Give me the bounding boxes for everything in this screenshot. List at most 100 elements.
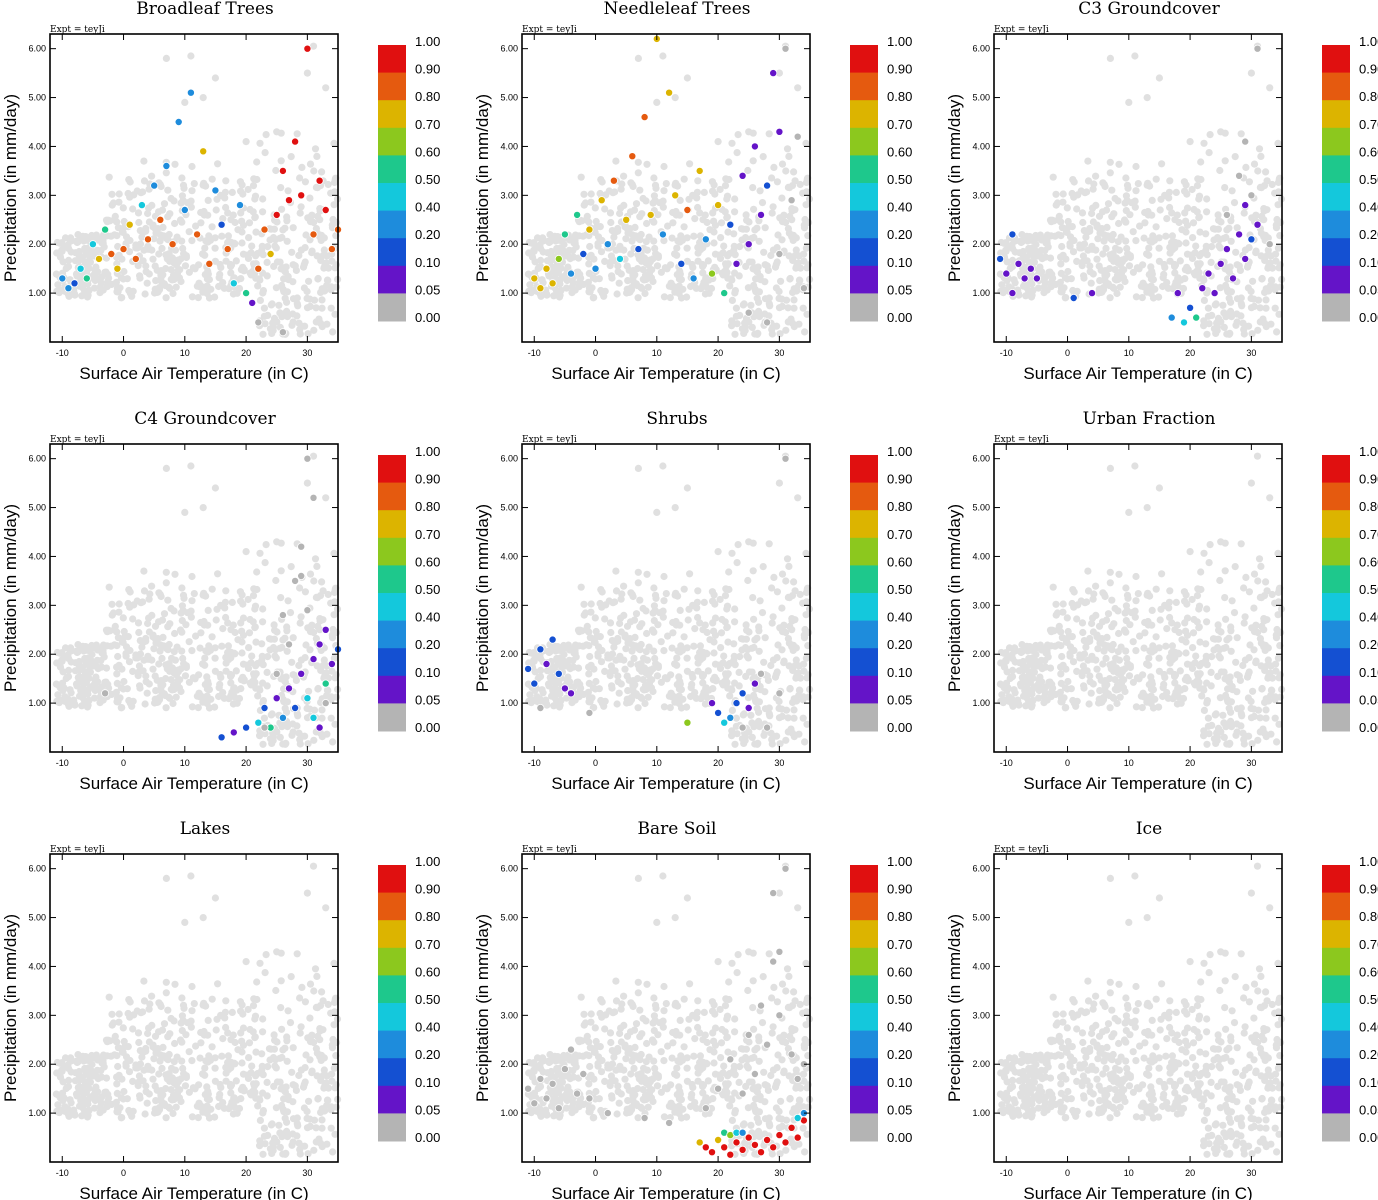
background-point xyxy=(1257,562,1265,571)
background-point xyxy=(197,692,205,701)
background-point xyxy=(526,281,534,289)
background-point xyxy=(593,223,601,231)
background-point xyxy=(226,670,234,679)
colorbar-label: 0.50 xyxy=(1359,172,1378,187)
background-point xyxy=(301,244,309,252)
background-point xyxy=(1115,570,1123,578)
background-point xyxy=(699,269,707,277)
data-point xyxy=(284,196,293,205)
colorbar-swatch xyxy=(1322,155,1350,184)
background-point xyxy=(730,230,738,238)
background-point xyxy=(748,644,756,652)
background-point xyxy=(1172,598,1180,607)
background-point xyxy=(624,687,632,695)
background-point xyxy=(775,479,784,487)
background-point xyxy=(1232,248,1240,256)
data-point xyxy=(1198,284,1207,293)
background-point xyxy=(1186,138,1194,146)
background-point xyxy=(1158,160,1166,168)
background-point xyxy=(329,215,337,224)
background-point xyxy=(584,688,593,696)
background-point xyxy=(1221,567,1229,575)
background-point xyxy=(1081,599,1089,607)
background-point xyxy=(1004,243,1012,252)
background-point xyxy=(1148,267,1156,275)
background-point xyxy=(229,621,237,629)
background-point xyxy=(1011,248,1019,256)
background-point xyxy=(197,618,205,627)
plot-frame xyxy=(521,33,811,343)
background-point xyxy=(1221,184,1229,192)
background-point xyxy=(598,646,606,655)
background-point xyxy=(1209,225,1218,233)
background-point xyxy=(721,677,729,685)
background-point xyxy=(1254,326,1262,334)
data-point xyxy=(603,240,612,249)
background-point xyxy=(710,228,718,236)
background-point xyxy=(1196,638,1204,646)
background-point xyxy=(732,304,741,312)
background-point xyxy=(585,670,593,678)
background-point xyxy=(1000,696,1008,704)
background-point xyxy=(651,591,660,599)
background-point xyxy=(1182,239,1190,247)
background-point xyxy=(607,218,615,227)
background-point xyxy=(1215,242,1223,250)
colorbar-label: 0.60 xyxy=(1359,144,1378,159)
background-point xyxy=(152,687,160,695)
background-point xyxy=(1203,699,1211,707)
background-point xyxy=(211,654,219,662)
background-point xyxy=(1249,277,1257,285)
background-point xyxy=(1087,279,1095,287)
background-point xyxy=(710,649,718,657)
background-point xyxy=(1267,281,1275,290)
data-point xyxy=(137,201,146,210)
background-point xyxy=(1195,623,1203,631)
background-point xyxy=(782,326,790,334)
background-point xyxy=(1200,317,1208,325)
background-point xyxy=(271,626,279,634)
background-point xyxy=(119,1024,127,1032)
background-point xyxy=(676,606,684,615)
background-point xyxy=(258,640,266,648)
background-point xyxy=(139,667,147,675)
background-point xyxy=(1155,484,1163,492)
background-point xyxy=(276,733,284,742)
colorbar-label: 0.10 xyxy=(415,665,440,680)
background-point xyxy=(613,290,621,298)
background-point xyxy=(1138,704,1146,712)
background-point xyxy=(1254,736,1262,744)
background-point xyxy=(1132,647,1140,655)
data-point xyxy=(1241,254,1250,263)
background-point xyxy=(1184,677,1192,685)
background-point xyxy=(721,267,729,275)
data-point xyxy=(303,454,312,463)
background-point xyxy=(1034,694,1043,702)
background-point xyxy=(1231,153,1239,161)
colorbar-label: 0.00 xyxy=(1359,310,1378,325)
background-point xyxy=(1106,579,1114,587)
background-point xyxy=(761,224,769,232)
background-point xyxy=(217,263,225,271)
colorbar-label: 0.90 xyxy=(415,62,440,77)
background-point xyxy=(1052,611,1060,619)
background-point xyxy=(1273,215,1281,224)
background-point xyxy=(1204,304,1212,312)
background-point xyxy=(1132,703,1140,711)
background-point xyxy=(1118,677,1126,685)
data-point xyxy=(229,279,238,288)
background-point xyxy=(312,1124,320,1132)
background-point xyxy=(304,740,312,748)
background-point xyxy=(301,258,309,266)
background-point xyxy=(267,301,275,309)
background-point xyxy=(773,258,781,266)
background-point xyxy=(1220,719,1228,727)
background-point xyxy=(683,484,692,492)
background-point xyxy=(1102,206,1111,214)
background-point xyxy=(598,603,606,611)
background-point xyxy=(1131,462,1139,470)
background-point xyxy=(728,317,736,325)
background-point xyxy=(256,296,264,304)
